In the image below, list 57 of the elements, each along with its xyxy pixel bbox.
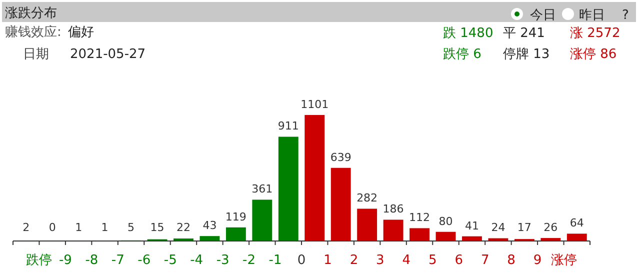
x-tick-label: 跌停	[26, 253, 52, 268]
x-tick-label: 7	[480, 253, 490, 268]
x-tick-label: 4	[402, 253, 411, 268]
data-label: 282	[356, 192, 378, 205]
data-label: 186	[382, 202, 404, 216]
data-label: 41	[464, 219, 479, 232]
data-label: 22	[176, 221, 190, 234]
x-tick-label: -2	[242, 253, 256, 268]
text: 跌停 6	[443, 47, 482, 62]
text: 跌 1480	[443, 26, 494, 41]
text: 2021-05-27	[70, 47, 146, 62]
x-tick-label: 9	[533, 253, 542, 268]
x-tick-label: -3	[216, 253, 230, 268]
data-label: 80	[438, 214, 453, 228]
data-label: 112	[409, 211, 430, 224]
x-tick-label: 1	[324, 253, 332, 268]
text: ?	[622, 8, 629, 23]
text: 涨停 86	[570, 47, 617, 62]
text: 平 241	[503, 26, 545, 41]
data-label: 43	[202, 219, 217, 232]
x-tick-label: -8	[85, 253, 98, 268]
data-label: 1	[75, 221, 82, 234]
x-tick-label: 5	[428, 253, 437, 268]
data-label: 24	[491, 221, 506, 234]
data-label: 911	[278, 120, 299, 133]
data-label: 26	[544, 221, 558, 234]
data-label: 119	[225, 210, 246, 224]
data-label: 1101	[300, 98, 329, 111]
x-tick-label: -7	[111, 253, 124, 268]
data-label: 17	[517, 221, 532, 234]
x-tick-label: -9	[58, 253, 72, 268]
text: 赚钱效应:	[5, 24, 62, 40]
x-tick-label: 2	[350, 253, 358, 268]
data-label: 64	[570, 216, 584, 230]
x-tick-label: 涨停	[550, 253, 577, 268]
text: 偏好	[68, 25, 94, 40]
x-tick-label: 0	[297, 253, 306, 268]
data-label: 1	[101, 221, 108, 234]
text: 昨日	[579, 8, 605, 23]
x-tick-label: 6	[454, 253, 464, 268]
x-tick-label: -6	[138, 253, 151, 268]
text: 日期	[23, 47, 49, 62]
data-label: 639	[330, 150, 352, 164]
chart-title: 涨跌分布	[5, 6, 57, 21]
data-label: 2	[22, 221, 30, 234]
x-tick-label: 8	[507, 253, 516, 268]
data-label: 0	[48, 221, 56, 234]
text: 涨 2572	[570, 26, 620, 41]
data-label: 15	[150, 221, 164, 234]
data-label: 361	[252, 182, 273, 196]
x-tick-label: -5	[164, 253, 177, 268]
data-label: 5	[128, 221, 135, 234]
x-tick-label: -1	[268, 253, 282, 268]
text: 停牌 13	[503, 47, 550, 62]
x-tick-label: 3	[376, 253, 384, 268]
x-tick-label: -4	[190, 253, 204, 268]
text: 今日	[530, 8, 556, 23]
